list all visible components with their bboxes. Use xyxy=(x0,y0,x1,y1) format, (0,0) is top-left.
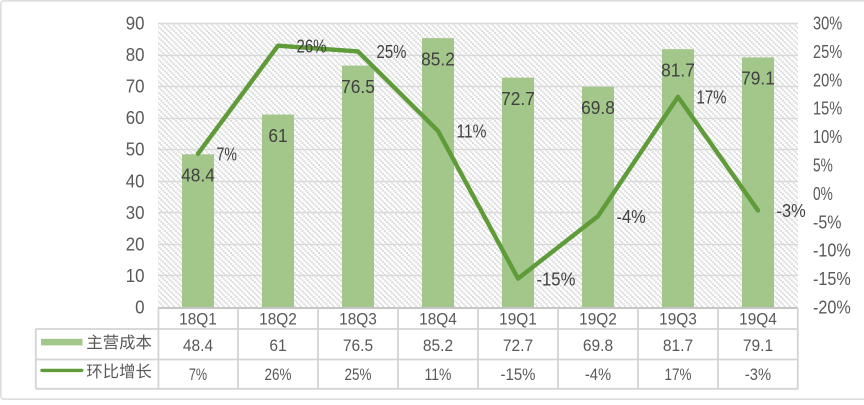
svg-text:17%: 17% xyxy=(697,87,727,108)
svg-text:19Q1: 19Q1 xyxy=(499,310,537,328)
svg-text:72.7: 72.7 xyxy=(501,88,535,109)
svg-text:20: 20 xyxy=(126,234,145,254)
svg-text:7%: 7% xyxy=(217,143,237,164)
svg-text:-15%: -15% xyxy=(501,365,536,384)
svg-text:7%: 7% xyxy=(189,365,207,384)
svg-text:76.5: 76.5 xyxy=(341,76,375,97)
svg-text:85.2: 85.2 xyxy=(421,48,455,69)
svg-text:11%: 11% xyxy=(457,121,487,142)
svg-text:-5%: -5% xyxy=(813,212,841,232)
svg-text:30%: 30% xyxy=(813,14,842,34)
svg-text:81.7: 81.7 xyxy=(663,336,693,355)
svg-text:48.4: 48.4 xyxy=(181,165,215,186)
svg-text:19Q4: 19Q4 xyxy=(739,310,777,328)
svg-text:-4%: -4% xyxy=(585,365,611,384)
svg-text:90: 90 xyxy=(126,14,145,34)
svg-text:5%: 5% xyxy=(813,156,833,176)
svg-text:48.4: 48.4 xyxy=(183,336,213,355)
svg-text:69.8: 69.8 xyxy=(581,97,615,118)
svg-text:10: 10 xyxy=(126,266,145,286)
svg-text:85.2: 85.2 xyxy=(423,336,453,355)
svg-text:40: 40 xyxy=(126,171,145,191)
svg-text:-3%: -3% xyxy=(777,200,806,221)
svg-text:60: 60 xyxy=(126,108,145,128)
svg-text:10%: 10% xyxy=(813,127,842,147)
svg-text:18Q4: 18Q4 xyxy=(419,310,457,328)
svg-text:11%: 11% xyxy=(425,365,452,384)
svg-text:0%: 0% xyxy=(813,184,833,204)
svg-text:25%: 25% xyxy=(345,365,372,384)
svg-text:79.1: 79.1 xyxy=(743,336,773,355)
svg-text:61: 61 xyxy=(268,125,287,146)
svg-text:26%: 26% xyxy=(297,35,327,56)
svg-text:80: 80 xyxy=(126,45,145,65)
svg-text:25%: 25% xyxy=(377,41,407,62)
svg-text:-15%: -15% xyxy=(537,268,576,289)
svg-text:81.7: 81.7 xyxy=(661,59,695,80)
svg-text:17%: 17% xyxy=(665,365,692,384)
svg-text:70: 70 xyxy=(126,77,145,97)
svg-text:61: 61 xyxy=(269,336,286,355)
svg-text:30: 30 xyxy=(126,203,145,223)
svg-text:72.7: 72.7 xyxy=(503,336,533,355)
svg-text:69.8: 69.8 xyxy=(583,336,613,355)
svg-text:-10%: -10% xyxy=(813,241,851,261)
svg-text:-4%: -4% xyxy=(617,206,646,227)
svg-text:18Q1: 18Q1 xyxy=(179,310,217,328)
svg-text:0: 0 xyxy=(135,298,144,318)
svg-text:18Q2: 18Q2 xyxy=(259,310,297,328)
svg-text:25%: 25% xyxy=(813,42,842,62)
svg-text:19Q3: 19Q3 xyxy=(659,310,697,328)
svg-text:50: 50 xyxy=(126,140,145,160)
svg-text:76.5: 76.5 xyxy=(343,336,373,355)
svg-text:18Q3: 18Q3 xyxy=(339,310,377,328)
svg-text:79.1: 79.1 xyxy=(741,68,775,89)
svg-text:19Q2: 19Q2 xyxy=(579,310,617,328)
svg-text:15%: 15% xyxy=(813,99,842,119)
svg-text:-3%: -3% xyxy=(745,365,771,384)
svg-text:-15%: -15% xyxy=(813,269,851,289)
svg-text:20%: 20% xyxy=(813,70,842,90)
svg-text:26%: 26% xyxy=(265,365,292,384)
svg-text:-20%: -20% xyxy=(813,298,851,318)
